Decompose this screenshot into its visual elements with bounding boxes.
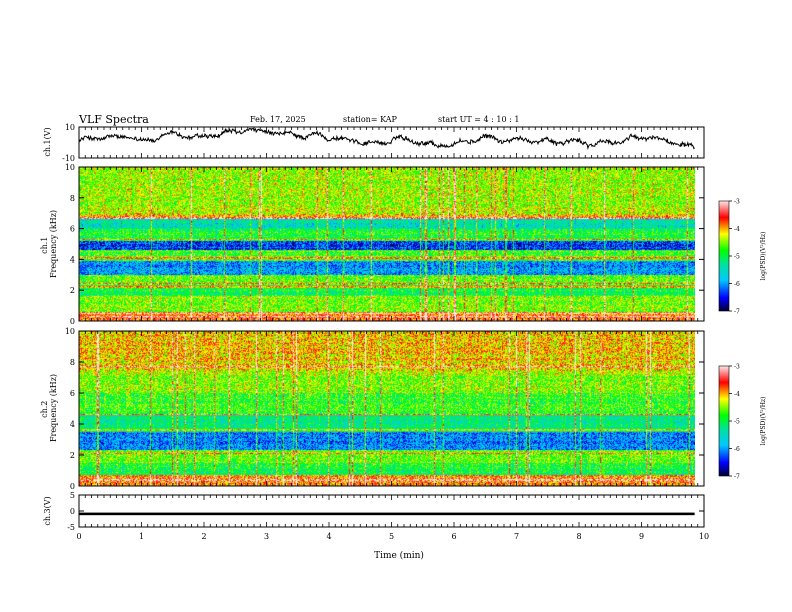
ch3-y-ticks: 5 0 -5 <box>67 491 704 532</box>
ch1-y-ticks: 10 -10 <box>62 123 704 163</box>
ch1-voltage-panel: 10 -10 ch.1(V) <box>43 123 705 163</box>
ch2-freq-tick-label: 6 <box>70 389 75 398</box>
station-label: station= KAP <box>343 115 398 124</box>
x-tick-label: 8 <box>576 532 581 541</box>
ch1-colorbar-ticks: -3 -4 -5 -6 -7 <box>729 199 740 316</box>
ch2-freq-tick-label: 10 <box>65 327 75 336</box>
x-tick-label: 0 <box>76 532 81 541</box>
colorbar-tick-label: -6 <box>734 281 740 288</box>
ch1-freq-tick-label: 4 <box>70 255 75 264</box>
colorbar-tick-label: -3 <box>734 364 740 371</box>
date-label: Feb. 17, 2025 <box>250 115 306 124</box>
ch3-voltage-panel: 50-5 ch.3(V) 0 1 2 3 4 5 6 7 8 9 10 Time (min) <box>43 127 709 561</box>
ch1-spectrogram-channel-label: ch.1 Frequency (kHz) <box>40 210 58 278</box>
ch2-colorbar: -3 -4 -5 -6 -7 log(PSD)(V²/Hz) <box>718 364 767 481</box>
ch2-colorbar-label: log(PSD)(V²/Hz) <box>760 397 767 446</box>
time-x-ticks: 0 1 2 3 4 5 6 7 8 9 10 <box>76 127 709 541</box>
x-tick-label: 4 <box>326 532 331 541</box>
x-tick-label: 7 <box>514 532 519 541</box>
ch2-spectrogram-image <box>79 331 695 486</box>
ch1-freq-tick-label: 8 <box>70 194 75 203</box>
x-axis-label: Time (min) <box>374 550 424 561</box>
ch1-freq-tick-label: 6 <box>70 225 75 234</box>
colorbar-tick-label: -4 <box>734 391 740 398</box>
colorbar-tick-label: -7 <box>734 309 740 316</box>
ch2-spectrogram-panel: 0 2 4 6 8 10 ch.2 Frequency (kHz) <box>40 327 705 491</box>
ch3-voltage-trace <box>79 512 695 516</box>
colorbar-tick-label: -3 <box>734 199 740 206</box>
ch2-colorbar-ticks: -3 -4 -5 -6 -7 <box>729 364 740 481</box>
ch2-freq-tick-label: 0 <box>70 482 75 491</box>
figure-title: VLF Spectra <box>78 113 149 126</box>
ch2-freq-tick-label: 2 <box>70 451 75 460</box>
colorbar-tick-label: -4 <box>734 226 740 233</box>
ch1-freq-tick-label: 0 <box>70 317 75 326</box>
ch1-spectrogram-image <box>79 167 695 321</box>
ch3-y-tick-label: -5 <box>67 523 75 532</box>
ch1-y-tick-label: 10 <box>65 123 75 132</box>
ch3-y-axis-label: ch.3(V) <box>43 496 52 525</box>
colorbar-tick-label: -6 <box>734 446 740 453</box>
ch3-y-tick-label: 5 <box>70 491 75 500</box>
x-tick-label: 10 <box>699 532 709 541</box>
ch1-spectrogram-panel: 0 2 4 6 8 10 ch.1 Frequency (kHz) <box>40 163 705 326</box>
ch2-freq-tick-label: 8 <box>70 358 75 367</box>
ch1-colorbar: -3 -4 -5 -6 -7 log(PSD)(V²/Hz) <box>718 199 767 316</box>
colorbar-tick-label: -5 <box>734 419 740 426</box>
ch1-y-axis-label: ch.1(V) <box>43 127 52 156</box>
x-tick-label: 3 <box>264 532 269 541</box>
x-tick-label: 5 <box>389 532 394 541</box>
start-time-label: start UT = 4 : 10 : 1 <box>438 115 519 124</box>
x-tick-label: 2 <box>201 532 206 541</box>
ch2-spectrogram-channel-label: ch.2 Frequency (kHz) <box>40 374 58 442</box>
ch1-voltage-trace <box>78 127 695 150</box>
ch1-freq-tick-label: 10 <box>65 163 75 172</box>
ch1-colorbar-gradient <box>718 200 730 312</box>
colorbar-tick-label: -7 <box>734 474 740 481</box>
ch2-freq-tick-label: 4 <box>70 420 75 429</box>
ch3-y-tick-label: 0 <box>70 507 75 516</box>
ch2-spectrogram-y-ticks: 0 2 4 6 8 10 <box>65 327 704 491</box>
ch1-y-tick-label: -10 <box>62 154 75 163</box>
ch1-freq-tick-label: 2 <box>70 286 75 295</box>
x-tick-label: 1 <box>139 532 144 541</box>
ch1-colorbar-label: log(PSD)(V²/Hz) <box>760 232 767 281</box>
ch2-colorbar-gradient <box>718 365 730 477</box>
colorbar-tick-label: -5 <box>734 254 740 261</box>
x-tick-label: 9 <box>639 532 644 541</box>
x-tick-label: 6 <box>451 532 456 541</box>
ch1-spectrogram-y-ticks: 0 2 4 6 8 10 <box>65 163 704 326</box>
